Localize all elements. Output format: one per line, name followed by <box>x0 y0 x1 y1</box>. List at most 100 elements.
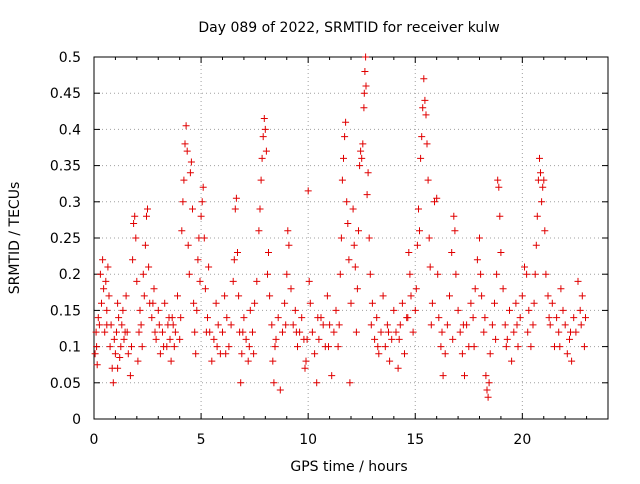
data-point <box>154 306 162 314</box>
data-point <box>379 292 387 300</box>
data-point <box>470 343 478 351</box>
data-point <box>179 198 187 206</box>
data-point <box>525 306 533 314</box>
data-point <box>140 292 148 300</box>
data-point <box>181 140 189 148</box>
data-point <box>340 154 347 162</box>
data-point <box>477 270 485 278</box>
data-point <box>368 299 376 307</box>
data-point <box>91 350 99 358</box>
data-point <box>221 292 229 300</box>
data-point <box>366 270 374 278</box>
data-point <box>532 241 540 249</box>
x-tick-label: 0 <box>90 432 99 448</box>
data-point <box>124 350 132 358</box>
data-point <box>126 372 134 380</box>
data-point <box>409 328 417 336</box>
data-point <box>563 350 571 358</box>
data-point <box>136 306 144 314</box>
data-point <box>420 75 428 83</box>
data-point <box>261 125 269 133</box>
data-point <box>122 292 130 300</box>
x-tick-label: 5 <box>197 432 206 448</box>
data-point <box>540 176 548 184</box>
data-point <box>385 328 392 336</box>
data-point <box>245 343 253 351</box>
data-point <box>128 343 135 351</box>
data-point <box>471 285 479 293</box>
y-tick-label: 0.1 <box>59 340 81 356</box>
data-point <box>476 234 483 242</box>
data-point <box>244 357 252 365</box>
data-point <box>491 299 498 307</box>
data-point <box>118 321 126 329</box>
y-tick-label: 0.05 <box>50 376 81 392</box>
data-point <box>285 241 293 249</box>
data-point <box>130 220 138 227</box>
data-point <box>227 321 235 329</box>
data-point <box>287 285 295 293</box>
data-point <box>580 343 588 351</box>
data-point <box>495 183 503 191</box>
data-point <box>213 343 221 351</box>
data-point <box>264 270 271 278</box>
data-point <box>494 176 502 184</box>
data-point <box>111 350 119 358</box>
data-point <box>212 299 220 307</box>
data-point <box>205 263 213 271</box>
data-point <box>577 321 585 329</box>
data-point <box>152 335 160 343</box>
data-point <box>377 328 385 336</box>
data-point <box>116 354 124 361</box>
data-point <box>341 133 349 141</box>
data-point <box>109 379 117 387</box>
data-point <box>373 314 381 322</box>
data-point <box>121 328 129 336</box>
data-point <box>256 205 264 213</box>
data-point <box>461 372 468 380</box>
data-point <box>98 299 105 307</box>
data-point <box>193 306 201 314</box>
data-point <box>431 198 438 206</box>
data-point <box>186 169 194 177</box>
data-point <box>423 140 431 148</box>
data-point <box>104 263 112 271</box>
data-point <box>238 350 246 358</box>
data-point <box>223 314 231 322</box>
data-point <box>496 212 504 220</box>
data-point <box>508 357 516 365</box>
data-point <box>114 364 122 372</box>
data-point <box>262 147 270 155</box>
data-point <box>301 364 309 372</box>
data-point <box>404 314 412 322</box>
data-point <box>303 335 311 343</box>
data-point <box>493 270 501 278</box>
data-point <box>208 357 216 365</box>
data-point <box>356 162 364 170</box>
data-point <box>542 270 550 278</box>
data-point <box>394 364 402 372</box>
data-point <box>138 343 146 351</box>
data-point <box>434 270 442 278</box>
data-point <box>450 212 458 220</box>
data-point <box>347 299 355 307</box>
y-tick-label: 0 <box>72 412 81 428</box>
data-point <box>364 169 372 177</box>
data-point <box>422 111 430 119</box>
data-point <box>151 328 159 336</box>
data-point <box>292 328 300 336</box>
data-point <box>177 314 185 322</box>
data-point <box>362 82 370 90</box>
data-point <box>174 292 181 300</box>
data-point <box>191 328 199 336</box>
data-point <box>271 343 279 351</box>
data-point <box>412 285 420 293</box>
data-point <box>201 285 209 293</box>
data-point <box>315 335 323 343</box>
data-point <box>170 343 178 351</box>
data-point <box>401 350 408 358</box>
data-point <box>225 343 233 351</box>
data-point <box>523 270 531 278</box>
data-point <box>176 335 184 343</box>
